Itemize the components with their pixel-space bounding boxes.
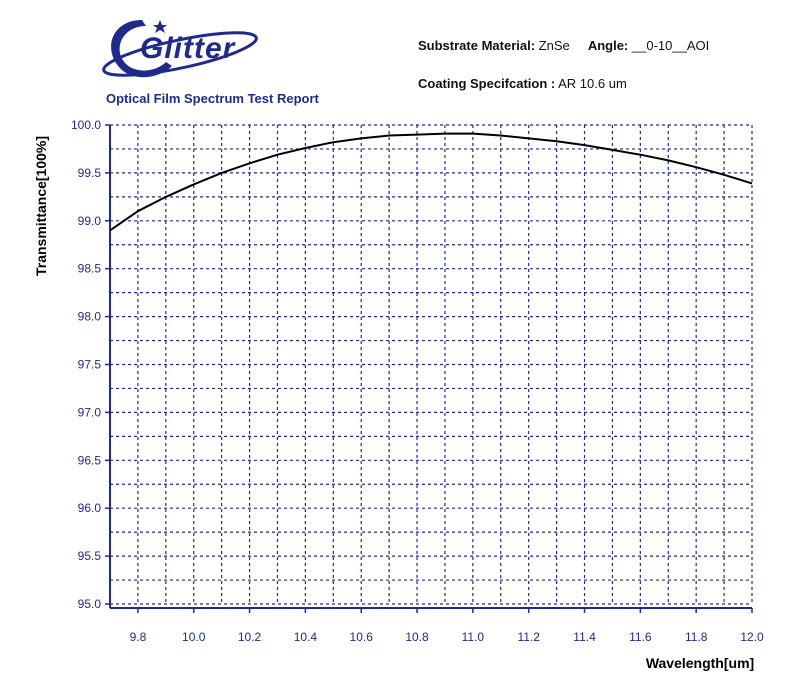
y-tick-label: 96.0 bbox=[78, 501, 102, 515]
grid-layer bbox=[110, 124, 753, 605]
y-tick-label: 97.0 bbox=[78, 405, 102, 419]
x-tick-label: 10.2 bbox=[238, 630, 262, 644]
x-tick-label: 11.2 bbox=[517, 630, 540, 644]
coating-label: Coating Specifcation : bbox=[418, 76, 556, 91]
y-tick-label: 95.5 bbox=[78, 549, 102, 563]
y-tick-label: 99.0 bbox=[78, 214, 102, 228]
tick-layer: 95.0 95.5 96.0 96.5 97.0 97.5 98.0 98.5 99.0 99.5… bbox=[71, 118, 764, 644]
y-axis-title: Transmittance[100%] bbox=[33, 136, 49, 276]
logo-text: Glitter bbox=[140, 32, 237, 65]
y-tick-label: 100.0 bbox=[71, 118, 101, 132]
x-tick-label: 12.0 bbox=[740, 630, 764, 644]
y-tick-label: 97.5 bbox=[78, 358, 102, 372]
x-tick-label: 11.8 bbox=[685, 630, 708, 644]
coating-line: Coating Specifcation : AR 10.6 um bbox=[418, 76, 627, 91]
x-axis-title: Wavelength[um] bbox=[646, 655, 754, 671]
transmittance-curve bbox=[109, 132, 753, 232]
x-tick-label: 10.0 bbox=[182, 630, 206, 644]
y-tick-label: 95.0 bbox=[78, 597, 102, 611]
angle-value: __0-10__AOI bbox=[631, 38, 710, 53]
substrate-value: ZnSe bbox=[538, 38, 570, 53]
coating-value: AR 10.6 um bbox=[558, 76, 627, 91]
series-layer bbox=[109, 132, 753, 232]
x-tick-label: 11.4 bbox=[573, 630, 596, 644]
substrate-angle-line: Substrate Material: ZnSe Angle: __0-10__… bbox=[418, 38, 709, 53]
y-tick-label: 96.5 bbox=[78, 453, 102, 467]
y-tick-label: 98.5 bbox=[78, 262, 102, 276]
x-tick-label: 10.8 bbox=[405, 630, 429, 644]
axis-layer bbox=[109, 125, 752, 609]
angle-label: Angle: bbox=[587, 38, 629, 53]
x-tick-label: 11.0 bbox=[462, 630, 485, 644]
glitter-logo: Glitter bbox=[102, 20, 258, 78]
x-tick-label: 11.6 bbox=[629, 630, 652, 644]
substrate-label: Substrate Material: bbox=[418, 38, 536, 53]
x-tick-label: 10.4 bbox=[294, 630, 318, 644]
x-tick-label: 9.8 bbox=[130, 630, 147, 644]
y-tick-label: 98.0 bbox=[78, 310, 102, 324]
y-tick-label: 99.5 bbox=[78, 166, 102, 180]
report-title: Optical Film Spectrum Test Report bbox=[106, 91, 319, 106]
x-tick-label: 10.6 bbox=[350, 630, 374, 644]
